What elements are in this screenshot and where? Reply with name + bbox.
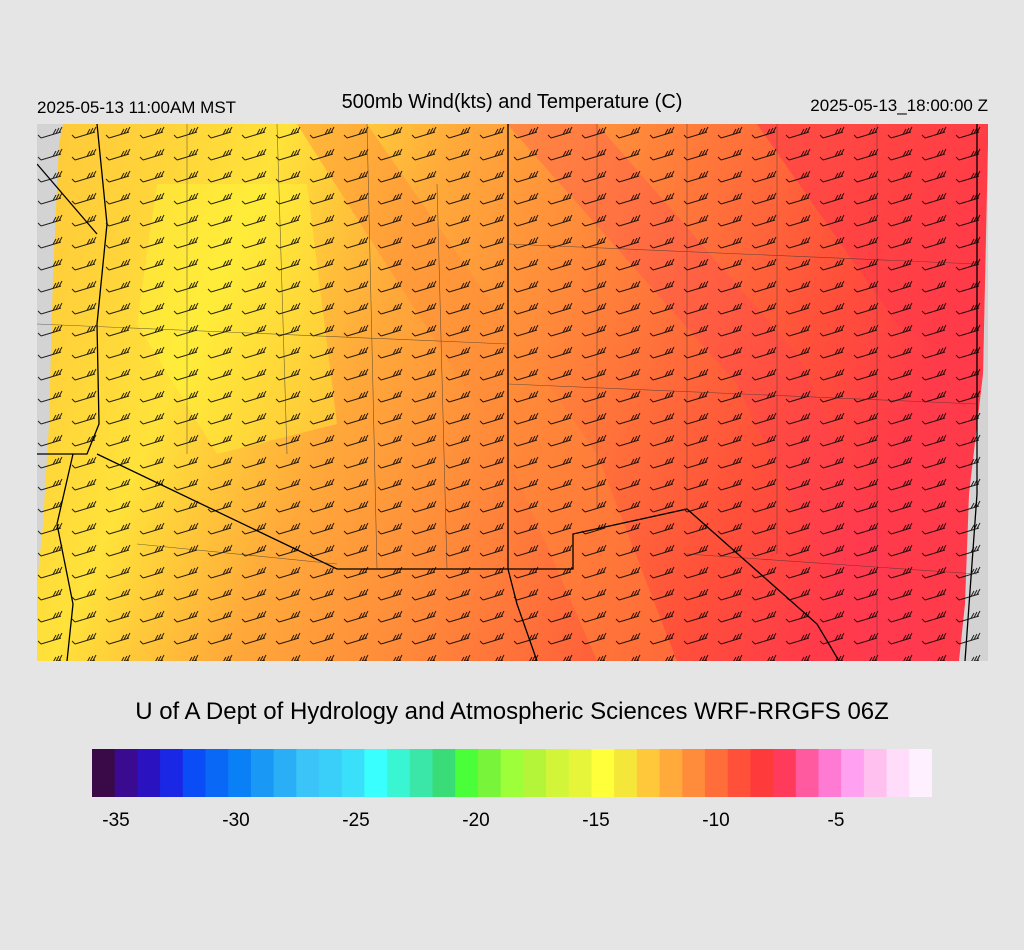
wind-barbs-overlay — [37, 124, 988, 661]
colorbar-swatch — [92, 749, 116, 797]
footer-credit: U of A Dept of Hydrology and Atmospheric… — [135, 698, 889, 725]
colorbar-swatch — [387, 749, 411, 797]
colorbar-swatch — [114, 749, 138, 797]
colorbar-swatch — [863, 749, 888, 797]
colorbar-tick-label: -35 — [102, 810, 130, 831]
state-border — [37, 124, 108, 455]
temperature-colorbar — [92, 749, 932, 797]
colorbar-swatch — [228, 749, 252, 797]
colorbar-tick-label: -5 — [827, 810, 845, 831]
colorbar-swatch — [614, 749, 638, 797]
colorbar-swatch — [636, 749, 661, 797]
colorbar-tick-label: -20 — [462, 810, 490, 831]
colorbar-tick-label: -15 — [582, 810, 610, 831]
colorbar-swatch — [182, 749, 207, 797]
colorbar-swatch — [568, 749, 592, 797]
colorbar-swatch — [773, 749, 797, 797]
colorbar-swatch — [818, 749, 842, 797]
colorbar-swatch — [137, 749, 161, 797]
county-lines — [37, 124, 978, 661]
colorbar-swatch — [704, 749, 729, 797]
colorbar-swatch — [886, 749, 910, 797]
utc-time-label: 2025-05-13_18:00:00 Z — [810, 96, 988, 115]
local-time-label: 2025-05-13 11:00AM MST — [37, 98, 237, 117]
state-border — [964, 124, 978, 661]
colorbar-swatch — [727, 749, 751, 797]
colorbar-swatch — [477, 749, 502, 797]
colorbar-swatch — [341, 749, 365, 797]
state-border — [37, 163, 98, 235]
colorbar-swatch — [841, 749, 865, 797]
colorbar-swatch — [795, 749, 819, 797]
colorbar-swatch — [432, 749, 456, 797]
state-border — [56, 453, 74, 661]
state-border — [96, 453, 840, 661]
colorbar-swatch — [205, 749, 229, 797]
colorbar-swatch — [750, 749, 774, 797]
state-border — [507, 568, 538, 661]
temperature-map — [37, 124, 988, 661]
colorbar-swatch — [500, 749, 524, 797]
colorbar-swatch — [364, 749, 388, 797]
map-title: 500mb Wind(kts) and Temperature (C) — [341, 91, 683, 113]
colorbar-tick-label: -30 — [222, 810, 250, 831]
colorbar-swatch — [546, 749, 570, 797]
colorbar-swatch — [296, 749, 320, 797]
colorbar-swatch — [909, 749, 932, 797]
colorbar-swatch — [591, 749, 615, 797]
colorbar-swatch — [409, 749, 434, 797]
boundaries — [37, 124, 978, 661]
colorbar-swatch — [160, 749, 184, 797]
colorbar-swatch — [455, 749, 479, 797]
colorbar-swatch — [659, 749, 683, 797]
colorbar-swatch — [319, 749, 343, 797]
colorbar-swatch — [523, 749, 547, 797]
colorbar-tick-label: -10 — [702, 810, 730, 831]
colorbar-tick-label: -25 — [342, 810, 370, 831]
colorbar-swatch — [250, 749, 275, 797]
colorbar-swatch — [682, 749, 706, 797]
colorbar-swatch — [273, 749, 297, 797]
